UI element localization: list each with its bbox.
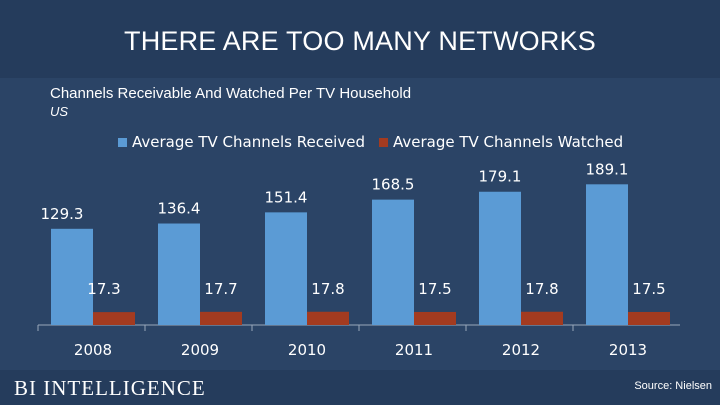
- bar-watched-2013: [628, 312, 670, 325]
- bar-watched-2012: [521, 312, 563, 325]
- bar-received-2010: [265, 212, 307, 325]
- bar-received-2009: [158, 224, 200, 325]
- data-label-watched-2011: 17.5: [418, 280, 451, 298]
- bar-watched-2009: [200, 312, 242, 325]
- bar-received-2012: [479, 192, 521, 325]
- data-label-received-2008: 129.3: [41, 205, 84, 223]
- x-tick-label-2011: 2011: [395, 341, 433, 359]
- bar-watched-2008: [93, 312, 135, 325]
- bar-received-2013: [586, 184, 628, 325]
- data-label-received-2013: 189.1: [586, 160, 629, 178]
- data-label-watched-2010: 17.8: [311, 280, 344, 298]
- data-label-received-2011: 168.5: [372, 176, 415, 194]
- data-label-received-2010: 151.4: [265, 188, 308, 206]
- bar-received-2011: [372, 200, 414, 325]
- x-tick-label-2008: 2008: [74, 341, 112, 359]
- data-label-watched-2008: 17.3: [87, 280, 120, 298]
- data-label-watched-2009: 17.7: [204, 280, 237, 298]
- brand-logo: BI INTELLIGENCE: [14, 376, 206, 401]
- data-label-watched-2012: 17.8: [525, 280, 558, 298]
- bar-watched-2010: [307, 312, 349, 325]
- x-tick-label-2013: 2013: [609, 341, 647, 359]
- source-note: Source: Nielsen: [634, 380, 712, 392]
- bar-watched-2011: [414, 312, 456, 325]
- x-tick-label-2012: 2012: [502, 341, 540, 359]
- x-tick-label-2009: 2009: [181, 341, 219, 359]
- data-label-watched-2013: 17.5: [632, 280, 665, 298]
- bar-received-2008: [51, 229, 93, 325]
- x-tick-label-2010: 2010: [288, 341, 326, 359]
- data-label-received-2009: 136.4: [158, 200, 201, 218]
- data-label-received-2012: 179.1: [479, 168, 522, 186]
